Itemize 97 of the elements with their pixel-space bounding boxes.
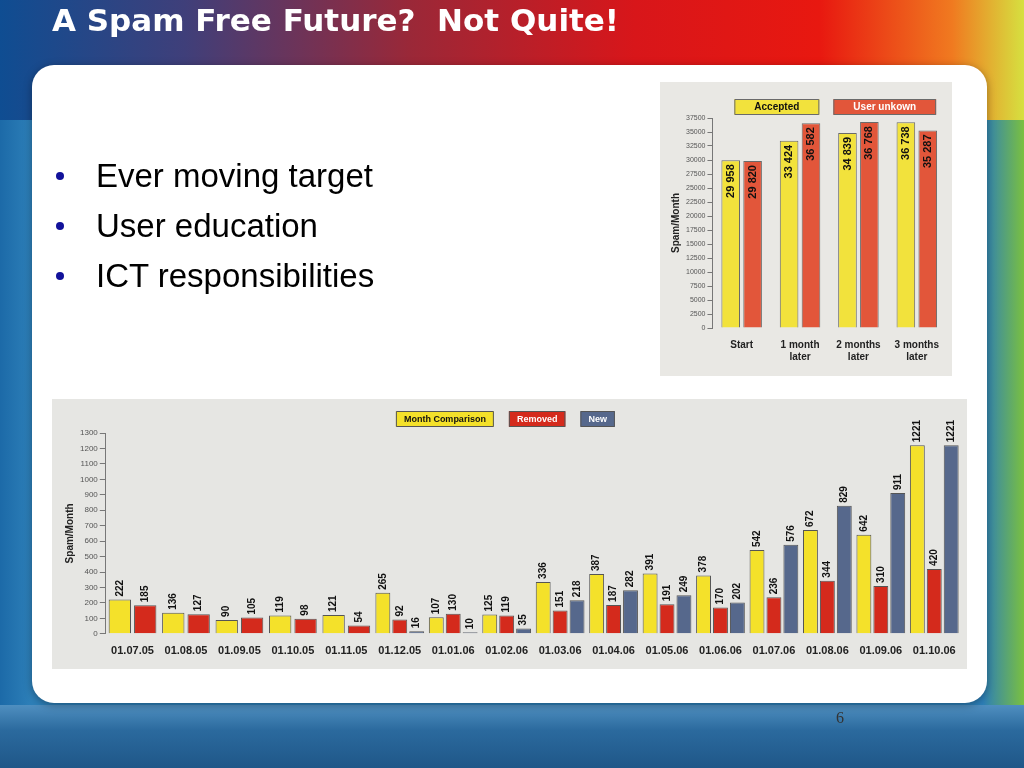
data-label: 92 [393,605,405,617]
x-tick-label: 01.02.06 [485,644,529,657]
data-label: 119 [273,595,285,613]
y-tick-label: 300 [84,582,99,592]
data-label: 187 [607,584,619,602]
data-label: 107 [430,597,442,615]
data-label: 36 768 [862,126,875,160]
series-label: User unkown [853,101,917,113]
y-tick-label: 1200 [80,443,99,453]
text: Accepted [754,101,800,113]
x-tick-label: 01.09.05 [218,644,261,657]
x-tick-label: 01.05.06 [645,644,689,657]
data-label: 265 [376,572,388,590]
text: Removed [516,413,558,424]
data-label: 336 [536,561,548,579]
y-tick-label: 200 [84,598,99,608]
data-label: 249 [677,575,689,593]
y-axis-title: Spam/Month [63,503,75,564]
y-tick-label: 1300 [80,428,99,438]
data-label: 218 [570,580,582,598]
data-label: 29 958 [723,164,736,198]
data-label: 170 [714,587,726,605]
data-label: 911 [891,473,903,491]
data-label: 136 [167,592,179,610]
data-label: 282 [624,570,636,588]
y-tick-label: 100 [84,613,99,623]
text: New [588,413,608,424]
y-tick-label: 500 [84,551,99,561]
data-label: 310 [874,565,886,583]
data-label: 34 839 [840,136,853,171]
data-label: 1221 [911,419,923,443]
data-label: 105 [245,597,257,615]
data-label: 16 [410,616,422,629]
y-tick-label: 1000 [80,474,99,484]
y-tick-label: 0 [93,629,99,638]
data-label: 378 [697,555,709,573]
x-tick-label: 01.07.05 [111,644,154,657]
data-label: 125 [483,594,495,612]
data-label: 1221 [944,419,956,443]
data-label: 185 [138,585,150,603]
data-label: 191 [660,584,672,602]
x-tick-label: 01.11.05 [325,644,368,657]
x-tick-label: 2 months later [836,338,882,362]
data-label: 202 [731,582,743,600]
x-tick-label: 01.12.05 [378,644,422,657]
y-axis-title: Spam/Month [669,193,681,253]
x-tick-label: 01.10.05 [271,644,315,657]
data-label: 672 [804,509,816,527]
x-tick-label: 01.04.06 [592,644,635,657]
data-label: 829 [838,485,850,503]
data-label: 344 [821,560,833,578]
x-tick-label: 01.09.06 [859,644,903,657]
data-label: 90 [220,605,232,617]
x-tick-label: 1 month later [780,338,820,362]
y-tick-label: 600 [84,536,99,546]
y-tick-label: 800 [84,505,99,515]
data-label: 151 [553,590,565,608]
data-label: 10 [463,617,475,630]
text: Month Comparison [403,413,486,424]
data-label: 236 [767,577,779,595]
data-label: 130 [446,593,458,611]
text: 6 [836,709,844,727]
y-tick-label: 700 [84,520,99,530]
text: ICT responsibilities [96,257,375,295]
data-label: 35 [517,613,529,626]
text: User education [96,207,318,245]
data-label: 127 [192,594,204,612]
data-label: 29 820 [745,165,758,199]
data-label: 36 582 [804,127,817,161]
data-label: 98 [299,604,311,616]
data-label: 54 [352,610,364,623]
x-tick-label: 01.10.06 [912,644,956,657]
y-tick-label: 400 [84,567,99,577]
data-label: 420 [928,548,940,566]
y-tick-label: 900 [84,489,99,499]
x-tick-label: 01.01.06 [431,644,475,657]
y-tick-label: 1100 [80,459,99,469]
x-tick-label: 3 months later [894,338,940,362]
data-label: 576 [784,524,796,542]
data-label: 119 [500,595,512,613]
text: Ever moving target [96,157,373,195]
x-tick-label: 01.03.06 [538,644,582,657]
x-tick-label: 01.06.06 [699,644,742,657]
data-label: 391 [643,553,655,571]
data-label: 642 [857,514,869,532]
data-label: 121 [327,594,339,613]
x-tick-label: 01.07.06 [752,644,796,657]
x-tick-label: 01.08.06 [805,644,849,657]
text: A Spam Free Future? Not Quite! [52,2,619,38]
data-label: 35 287 [920,134,933,169]
x-tick-label: Start [730,338,754,350]
data-label: 33 424 [782,143,795,179]
x-tick-label: 01.08.05 [164,644,208,657]
data-label: 387 [590,553,602,572]
data-label: 36 738 [898,126,911,160]
data-label: 222 [113,579,125,597]
data-label: 542 [750,529,762,548]
